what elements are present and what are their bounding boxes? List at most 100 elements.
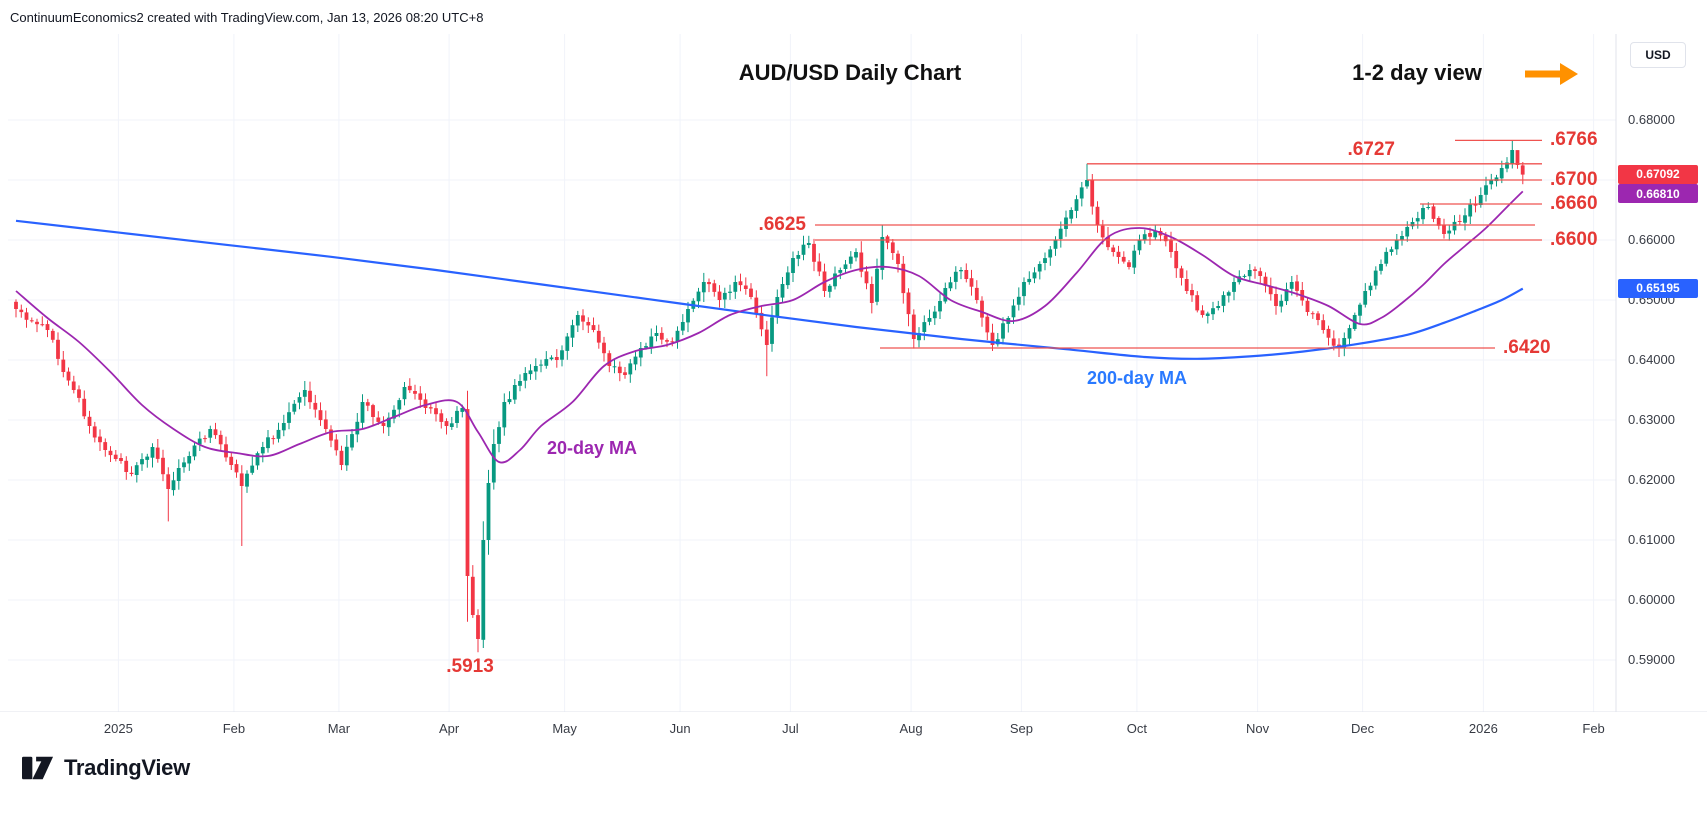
candle-body	[1132, 250, 1137, 268]
candle-body	[119, 458, 123, 461]
tradingview-logo-icon	[22, 756, 54, 780]
tradingview-logo[interactable]: TradingView	[22, 754, 190, 782]
candle-body	[339, 450, 344, 465]
candle-body	[397, 400, 402, 410]
candle-body	[386, 417, 391, 428]
candle-body	[19, 309, 24, 313]
candle-body	[549, 357, 554, 360]
candle-body	[754, 297, 759, 314]
time-tick-label-apr: Apr	[438, 721, 460, 736]
candle-body	[423, 399, 428, 408]
candle-body	[371, 405, 375, 417]
candle-body	[145, 456, 150, 460]
candle-body	[50, 330, 55, 340]
candle-body	[481, 540, 486, 640]
candle-body	[1127, 262, 1131, 267]
candle-body	[1452, 221, 1457, 231]
candle-body	[812, 243, 816, 262]
candle-body	[92, 426, 97, 438]
candle-body	[932, 311, 937, 319]
candle-body	[717, 291, 722, 300]
candle-body	[1400, 236, 1404, 240]
candle-body	[1106, 236, 1110, 248]
candle-body	[1200, 310, 1205, 315]
candle-body	[161, 457, 165, 475]
time-tick-label-dec: Dec	[1351, 721, 1375, 736]
candle-body	[628, 363, 633, 375]
candle-body	[1373, 270, 1378, 286]
candle-body	[759, 312, 764, 330]
candle-body	[218, 434, 223, 445]
candle-body	[775, 297, 780, 317]
candle-body	[570, 325, 575, 338]
price-tick-label: 0.66000	[1628, 232, 1675, 247]
candle-body	[365, 402, 370, 406]
price-axis[interactable]: USD 0.680000.670000.660000.650000.640000…	[1616, 34, 1707, 712]
time-tick-label-may: May	[552, 721, 577, 736]
time-axis[interactable]: 2025 Feb Mar Apr May Jun Jul Aug Sep Oct Nov Dec 202…	[0, 712, 1707, 746]
candle-body	[444, 421, 449, 426]
candle-body	[176, 468, 181, 481]
candle-body	[40, 324, 45, 326]
candle-body	[686, 309, 690, 323]
arrow-right-icon	[1525, 63, 1578, 85]
candle-body	[596, 330, 601, 343]
candle-body	[491, 444, 496, 483]
ma20-label: 20-day MA	[546, 438, 638, 458]
candle-body	[1379, 264, 1383, 271]
time-tick-label-oct: Oct	[1126, 721, 1147, 736]
candle-body	[1121, 256, 1126, 262]
candle-body	[974, 287, 979, 300]
candle-body	[229, 456, 234, 465]
level-label-6625: .6625	[758, 214, 806, 235]
candle-body	[638, 348, 643, 358]
candle-body	[29, 320, 34, 322]
candle-body	[1389, 249, 1394, 252]
candle-body	[1016, 296, 1021, 305]
candle-body	[539, 364, 543, 366]
candle-body	[1226, 292, 1231, 296]
ma20-line	[15, 190, 1524, 464]
candle-body	[187, 456, 192, 464]
candle-body	[302, 390, 307, 397]
candle-body	[1232, 282, 1236, 292]
candle-body	[465, 409, 470, 576]
candle-body	[906, 292, 911, 315]
candle-body	[292, 403, 297, 412]
candle-body	[1001, 323, 1005, 339]
candle-body	[1184, 279, 1189, 291]
candle-body	[113, 454, 118, 459]
candle-body	[1415, 218, 1420, 222]
candle-body	[738, 281, 743, 286]
candle-body	[381, 422, 386, 426]
candle-body	[659, 332, 664, 340]
candle-body	[350, 434, 354, 448]
candle-body	[24, 312, 29, 320]
candle-body	[848, 256, 853, 264]
candle-body	[276, 429, 281, 439]
candle-body	[507, 399, 512, 403]
candle-body	[1043, 258, 1047, 263]
candle-body	[544, 359, 549, 366]
candle-body	[612, 366, 617, 368]
candle-body	[854, 252, 858, 258]
candle-body	[980, 300, 984, 318]
candle-body	[528, 370, 533, 375]
candle-body	[1510, 150, 1515, 164]
candle-body	[460, 408, 465, 412]
candle-body	[938, 301, 942, 312]
candle-body	[355, 421, 360, 435]
candle-body	[1442, 225, 1446, 234]
candle-body	[1048, 249, 1053, 258]
candle-body	[623, 372, 627, 375]
price-tick-label: 0.59000	[1628, 652, 1675, 667]
tradingview-logo-text: TradingView	[64, 755, 190, 780]
candle-body	[1284, 289, 1289, 302]
candle-body	[665, 340, 669, 342]
candle-body	[896, 253, 900, 264]
time-tick-label-2026: 2026	[1468, 721, 1498, 736]
candle-body	[455, 410, 459, 423]
currency-usd-button[interactable]: USD	[1630, 42, 1686, 68]
candle-body	[35, 321, 39, 325]
